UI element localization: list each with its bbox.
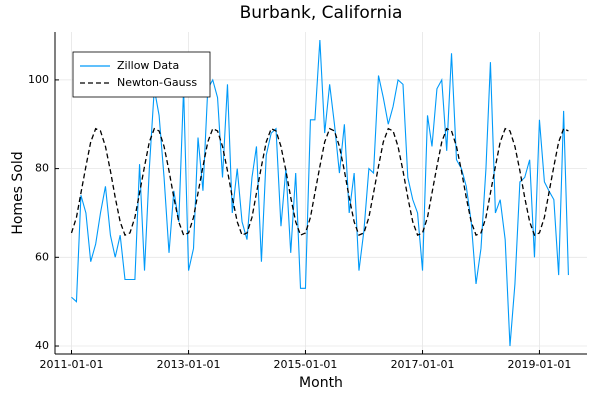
legend-box	[72, 51, 211, 98]
legend-label: Zillow Data	[117, 59, 179, 72]
y-tick-label: 60	[35, 250, 49, 263]
y-tick-label: 100	[28, 73, 49, 86]
x-tick-label: 2015-01-01	[273, 358, 337, 371]
x-tick-label: 2011-01-01	[40, 358, 104, 371]
chart-title: Burbank, California	[240, 3, 403, 23]
legend-label: Newton-Gauss	[117, 76, 197, 89]
x-tick-label: 2013-01-01	[157, 358, 221, 371]
x-tick-label: 2019-01-01	[507, 358, 571, 371]
y-axis-label: Homes Sold	[10, 151, 26, 234]
x-axis-label: Month	[299, 375, 343, 391]
x-tick-label: 2017-01-01	[391, 358, 455, 371]
data-line	[70, 127, 569, 237]
y-tick-label: 40	[35, 339, 49, 352]
y-tick-label: 80	[35, 162, 49, 175]
